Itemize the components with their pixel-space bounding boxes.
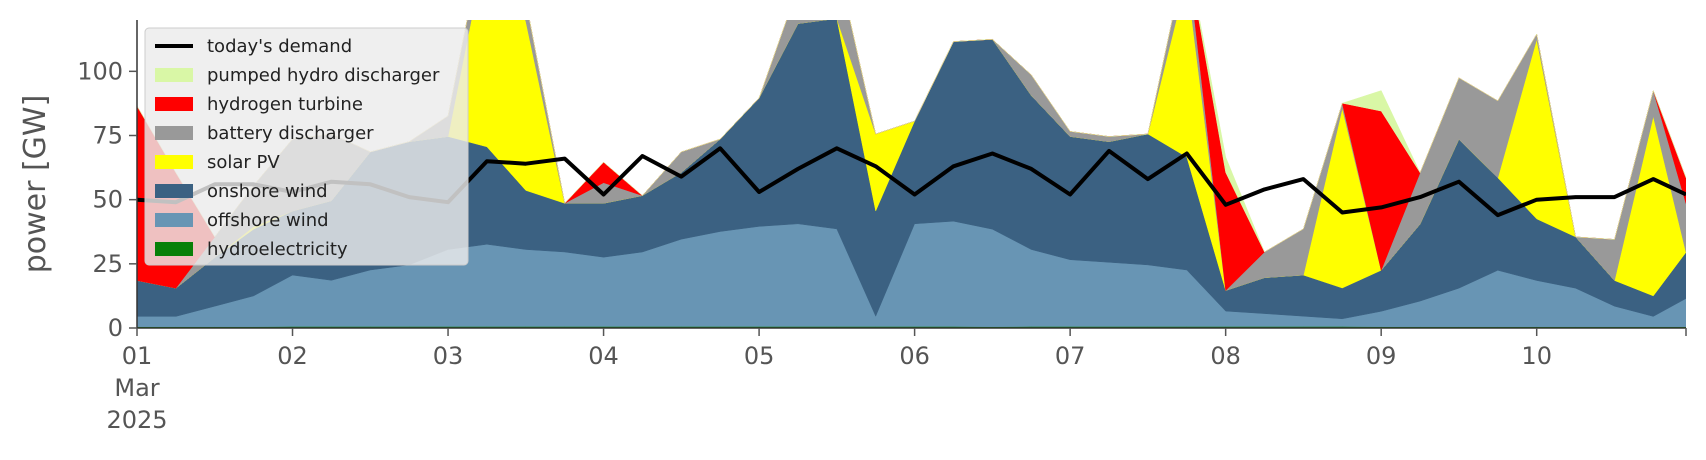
legend-label-battery: battery discharger [207, 123, 374, 144]
legend-swatch-solar [155, 155, 193, 169]
x-tick-sublabel: Mar [114, 374, 159, 402]
x-tick-label: 04 [588, 342, 619, 370]
legend-swatch-onshore [155, 184, 193, 198]
legend-swatch-hydrogen [155, 97, 193, 111]
legend-label-pumped: pumped hydro discharger [207, 65, 440, 86]
y-ticks: 0 25 50 75 100 [77, 57, 137, 342]
x-tick-label: 08 [1210, 342, 1241, 370]
legend-swatch-battery [155, 126, 193, 140]
legend-swatch-pumped [155, 68, 193, 82]
x-tick-label: 06 [899, 342, 930, 370]
legend-label-offshore: offshore wind [207, 210, 329, 231]
y-tick-label: 75 [92, 122, 123, 150]
x-tick-label: 07 [1055, 342, 1086, 370]
legend-swatch-offshore [155, 213, 193, 227]
legend-label-onshore: onshore wind [207, 181, 328, 202]
x-tick-label: 10 [1521, 342, 1552, 370]
legend: today's demand pumped hydro discharger hyd… [144, 27, 469, 266]
legend-label-hydro: hydroelectricity [207, 239, 348, 260]
stacked-areas [137, 20, 1686, 328]
y-tick-label: 25 [92, 250, 123, 278]
x-tick-label: 05 [744, 342, 775, 370]
x-tick-label: 03 [433, 342, 464, 370]
y-tick-label: 100 [77, 57, 123, 85]
y-axis-label: power [GW] [18, 95, 53, 274]
x-tick-label: 09 [1366, 342, 1397, 370]
legend-swatch-hydro [155, 242, 193, 256]
area-pumped [137, 20, 1686, 253]
x-tick-sublabel: 2025 [106, 406, 167, 434]
legend-box [144, 27, 469, 266]
x-ticks: 01 Mar 2025 02 03 04 05 06 07 08 09 10 [106, 328, 1687, 434]
legend-label-hydrogen: hydrogen turbine [207, 94, 363, 115]
legend-label-solar: solar PV [207, 152, 280, 173]
y-tick-label: 0 [108, 314, 123, 342]
legend-label-demand: today's demand [207, 36, 352, 57]
x-tick-label: 02 [277, 342, 308, 370]
y-tick-label: 50 [92, 186, 123, 214]
x-tick-label: 01 [122, 342, 153, 370]
